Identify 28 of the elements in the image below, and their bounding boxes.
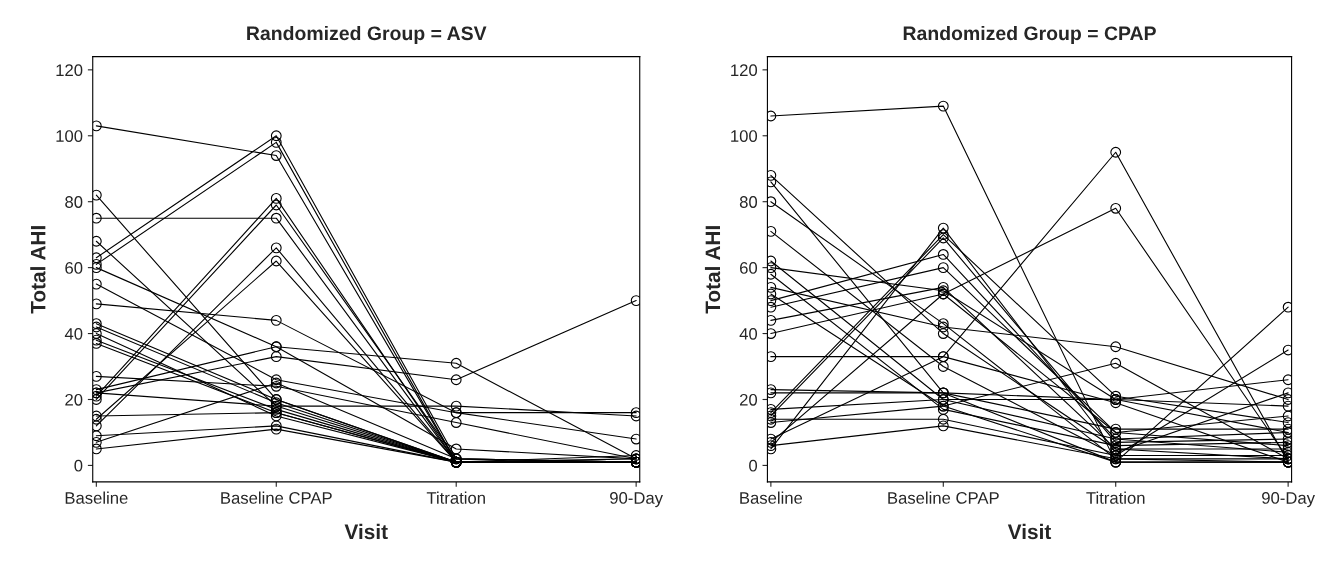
y-tick-label: 120 [731,64,758,77]
y-tick-label: 0 [74,459,83,472]
y-tick-label: 20 [740,393,758,406]
x-tick-label: Baseline [740,491,803,504]
x-tick-label: 90-Day [610,492,663,508]
y-tick-label: 120 [56,64,83,77]
chart-title: Randomized Group = CPAP [903,25,1156,45]
y-tick-label: 60 [65,262,83,274]
x-tick-label: Baseline CPAP [888,491,999,504]
y-tick-label: 20 [65,393,83,406]
x-tick-label: Baseline [65,491,128,504]
x-tick-label: Baseline CPAP [221,491,332,504]
x-axis-title: Visit [1007,523,1052,540]
y-tick-label: 40 [739,327,758,340]
x-tick-label: 90-Day [1262,492,1315,508]
y-axis-title: Total AHI [30,226,46,314]
y-tick-label: 60 [740,262,758,274]
y-tick-label: 100 [731,130,758,142]
x-tick-label: Titration [426,491,485,504]
y-tick-label: 100 [56,130,83,142]
y-tick-label: 0 [749,459,758,472]
y-axis-title: Total AHI [704,226,721,314]
y-tick-label: 80 [739,196,758,208]
x-axis-title: Visit [344,523,388,540]
chart-title: Randomized Group = ASV [247,25,487,45]
x-tick-label: Titration [1086,491,1145,504]
y-tick-label: 40 [64,327,83,340]
y-tick-label: 80 [65,196,83,208]
